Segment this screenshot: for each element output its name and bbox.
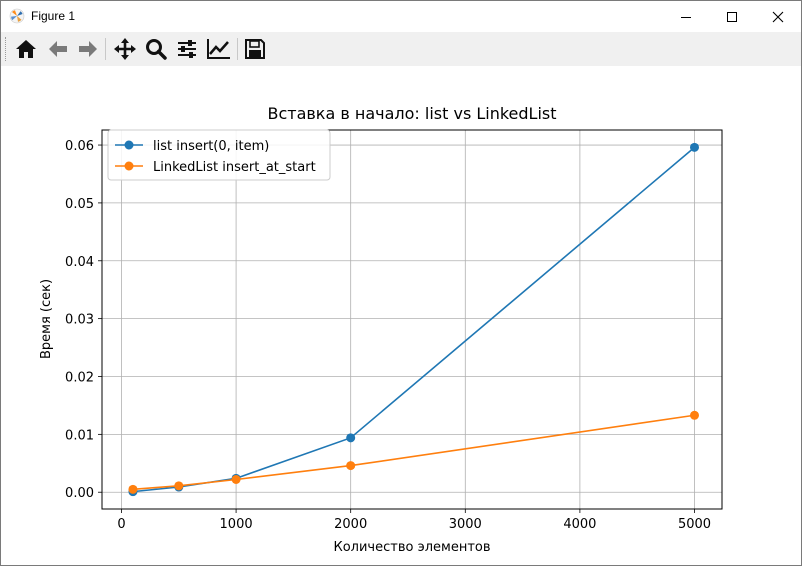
matplotlib-app-icon xyxy=(9,8,25,24)
maximize-button[interactable] xyxy=(709,1,755,32)
configure-subplots-icon xyxy=(178,40,196,58)
data-point-series-2 xyxy=(231,474,241,484)
axes-frame xyxy=(101,129,723,510)
series-line-2 xyxy=(132,414,695,491)
edit-axis-icon xyxy=(207,39,230,59)
x-tick-label: 5000 xyxy=(678,517,711,532)
window-title: Figure 1 xyxy=(31,9,76,23)
series-line-1 xyxy=(132,146,696,493)
legend-box xyxy=(107,129,331,181)
back-button[interactable] xyxy=(45,36,71,62)
forward-button[interactable] xyxy=(75,36,101,62)
title-bar: Figure 1 xyxy=(1,1,801,32)
data-point-series-2 xyxy=(128,484,138,494)
x-tick-label: 4000 xyxy=(563,517,596,532)
back-arrow-icon xyxy=(49,41,67,57)
y-tick-label: 0.06 xyxy=(65,139,94,154)
legend-label-series-2: LinkedList insert_at_start xyxy=(153,160,316,175)
home-button[interactable] xyxy=(13,36,39,62)
chart-title: Вставка в начало: list vs LinkedList xyxy=(267,104,556,123)
line-chart: 0 1000 2000 3000 4000 5000 0.00 0.01 0.02 0.03 0.0… xyxy=(39,104,723,555)
forward-arrow-icon xyxy=(79,41,97,57)
data-point-series-1 xyxy=(346,433,356,443)
x-tick-label: 0 xyxy=(117,517,125,532)
close-button[interactable] xyxy=(755,1,801,32)
grid-lines xyxy=(102,130,722,509)
legend-label-series-1: list insert(0, item) xyxy=(153,139,269,154)
minimize-icon xyxy=(681,16,691,18)
close-icon xyxy=(772,11,784,22)
pan-button[interactable] xyxy=(112,36,138,62)
y-axis-label: Время (сек) xyxy=(39,279,54,359)
y-tick-label: 0.03 xyxy=(65,313,94,328)
toolbar-separator xyxy=(237,38,238,60)
legend-marker-series-2 xyxy=(124,161,134,171)
data-point-series-2 xyxy=(174,481,184,491)
home-icon xyxy=(16,40,36,58)
toolbar-grip xyxy=(5,37,8,61)
x-tick-label: 1000 xyxy=(220,517,253,532)
save-disk-icon xyxy=(245,39,265,59)
data-point-series-2 xyxy=(689,410,699,420)
y-tick-label: 0.05 xyxy=(65,197,94,212)
y-tick-label: 0.00 xyxy=(65,486,94,501)
zoom-button[interactable] xyxy=(143,36,169,62)
axis-ticks: 0 1000 2000 3000 4000 5000 0.00 0.01 0.02 0.03 0.0… xyxy=(65,139,711,532)
navigation-toolbar xyxy=(1,32,801,66)
x-tick-label: 2000 xyxy=(334,517,367,532)
legend: list insert(0, item) LinkedList insert_a… xyxy=(107,129,331,181)
figure-canvas[interactable]: 0 1000 2000 3000 4000 5000 0.00 0.01 0.02 0.03 0.0… xyxy=(1,66,801,565)
x-axis-label: Количество элементов xyxy=(333,540,490,555)
zoom-magnifier-icon xyxy=(146,39,167,60)
save-button[interactable] xyxy=(242,36,268,62)
data-point-series-1 xyxy=(689,142,699,152)
configure-subplots-button[interactable] xyxy=(174,36,200,62)
y-tick-label: 0.02 xyxy=(65,370,94,385)
legend-marker-series-1 xyxy=(124,140,134,150)
plot-series xyxy=(128,142,699,497)
data-point-series-2 xyxy=(346,461,356,471)
maximize-icon xyxy=(727,11,737,22)
minimize-button[interactable] xyxy=(663,1,709,32)
toolbar-separator xyxy=(105,38,106,60)
y-tick-label: 0.04 xyxy=(65,255,94,270)
x-tick-label: 3000 xyxy=(449,517,482,532)
pan-move-icon xyxy=(114,38,136,60)
edit-axis-button[interactable] xyxy=(206,36,232,62)
y-tick-label: 0.01 xyxy=(65,428,94,443)
